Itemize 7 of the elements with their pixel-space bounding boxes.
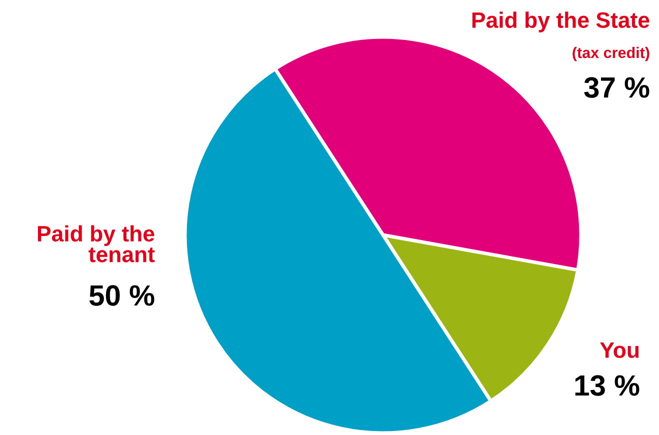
slice-label: Paid by the State (472, 12, 650, 32)
slice-label: You (600, 342, 639, 358)
data-label: 13 % (575, 375, 640, 396)
data-label: 50 % (89, 285, 154, 306)
text: (tax credit) (572, 46, 650, 62)
slice-label: Paid by the tenant (38, 225, 155, 262)
data-label: 37 % (584, 77, 650, 98)
